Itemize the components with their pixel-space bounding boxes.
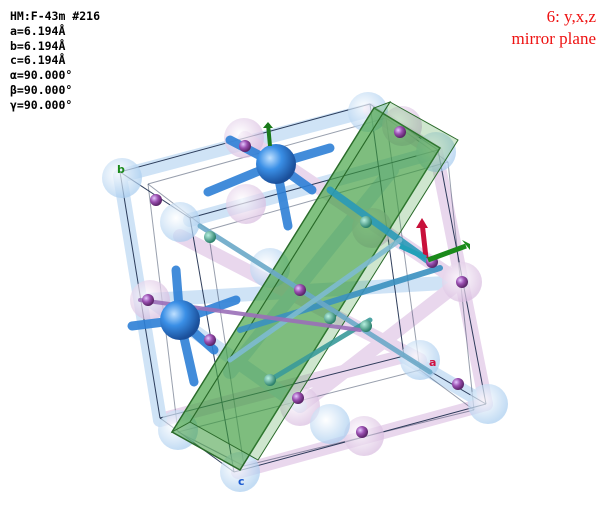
cell-b-line: b=6.194Å	[10, 38, 66, 53]
atom	[239, 140, 251, 152]
cell-beta-line: β=90.000°	[10, 82, 73, 97]
atom	[160, 300, 200, 340]
atom	[456, 276, 468, 288]
ghost-atom	[160, 202, 200, 242]
ghost-bond	[293, 275, 467, 413]
space-group-line: HM:F-43m #216	[10, 9, 101, 23]
atom	[324, 312, 336, 324]
atom	[452, 378, 464, 390]
atom	[204, 334, 216, 346]
atom	[356, 426, 368, 438]
atoms	[142, 126, 468, 438]
axis-triad-top	[263, 122, 273, 147]
ghost-atom	[102, 158, 142, 198]
atom	[264, 374, 276, 386]
cell-gamma-line: γ=90.000°	[10, 97, 73, 112]
atom	[294, 284, 306, 296]
cell-info-panel: HM:F-43m #216 a=6.194Å b=6.194Å c=6.194Å…	[10, 9, 100, 113]
atom	[394, 126, 406, 138]
symmetry-element-label: mirror plane	[511, 29, 597, 48]
atom	[150, 194, 162, 206]
ghost-atom	[226, 184, 266, 224]
atom	[292, 392, 304, 404]
atom	[204, 231, 216, 243]
ghost-atom	[280, 386, 320, 426]
cell-c-line: c=6.194Å	[10, 53, 66, 68]
axis-label-c: c	[238, 475, 245, 488]
bond	[227, 237, 403, 363]
atom	[256, 144, 296, 184]
mirror-plane[interactable]	[170, 101, 459, 472]
axis-label-b: b	[117, 163, 125, 176]
atom	[360, 320, 372, 332]
axis-triad-right[interactable]	[398, 218, 470, 263]
symmetry-overlay: 6: y,x,z mirror plane	[512, 6, 597, 50]
symmetry-operation-label: 6: y,x,z	[546, 7, 596, 26]
cell-alpha-line: α=90.000°	[10, 68, 73, 83]
atom	[142, 294, 154, 306]
ghost-atom	[310, 404, 350, 444]
axis-label-a: a	[429, 356, 436, 369]
atom	[360, 216, 372, 228]
cell-a-line: a=6.194Å	[10, 23, 66, 38]
ghost-atom	[468, 384, 508, 424]
